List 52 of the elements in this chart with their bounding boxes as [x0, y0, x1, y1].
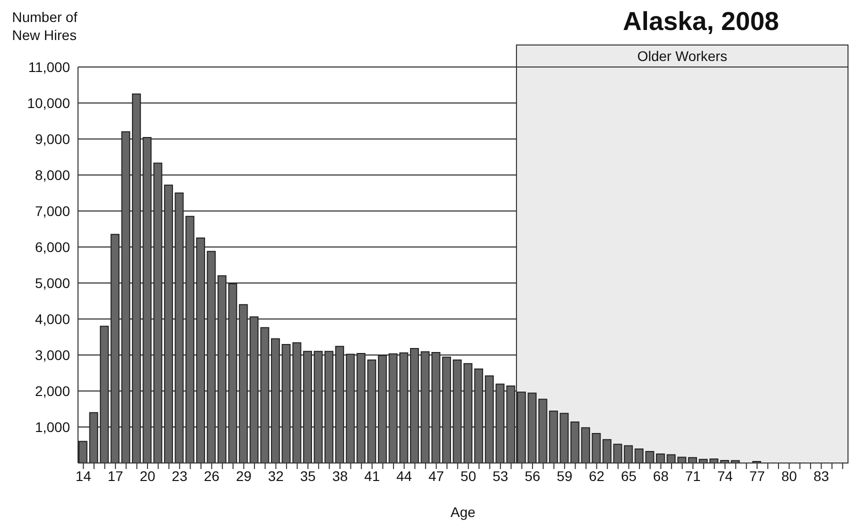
x-tick-label: 47: [428, 468, 444, 484]
bar: [560, 412, 569, 463]
y-tick-label: 2,000: [34, 382, 70, 399]
x-tick-label: 23: [172, 468, 188, 484]
bar: [121, 131, 130, 463]
y-tick-label: 7,000: [34, 202, 70, 219]
y-tick-label: 4,000: [34, 310, 70, 327]
x-tick-label: 77: [749, 468, 766, 484]
y-axis-title: Number of New Hires: [12, 8, 78, 44]
x-tick-label: 41: [364, 468, 380, 484]
x-tick-label: 53: [492, 468, 508, 484]
bar: [452, 360, 462, 463]
x-tick-label: 14: [76, 468, 92, 484]
x-tick-label: 20: [140, 468, 156, 484]
y-tick-label: 10,000: [27, 94, 70, 111]
x-tick-label: 59: [556, 468, 573, 484]
x-tick-label: 44: [396, 468, 412, 484]
bar: [730, 460, 740, 463]
bar: [592, 432, 601, 463]
x-tick-label: 71: [685, 468, 701, 484]
y-tick-label: 9,000: [34, 130, 70, 147]
x-tick-label: 80: [781, 468, 798, 484]
bar: [260, 327, 270, 463]
y-tick-label: 11,000: [28, 58, 70, 75]
x-tick-label: 17: [108, 468, 124, 484]
bar: [314, 350, 323, 463]
x-tick-label: 56: [524, 468, 541, 484]
y-tick-label: 5,000: [34, 274, 70, 291]
x-tick-label: 62: [588, 468, 605, 484]
x-tick-label: 50: [460, 468, 476, 484]
x-tick-label: 83: [813, 468, 830, 484]
x-tick-label: 38: [332, 468, 348, 484]
bar: [174, 192, 184, 463]
x-tick-label: 65: [620, 468, 637, 484]
bar: [399, 352, 408, 463]
chart-title: Alaska, 2008: [622, 6, 779, 37]
band-label: Older Workers: [637, 48, 728, 64]
x-tick-label: 32: [268, 468, 284, 484]
bar: [645, 450, 654, 463]
x-tick-label: 29: [236, 468, 252, 484]
bar: [506, 385, 516, 463]
x-axis-title: Age: [450, 504, 476, 520]
y-tick-label: 1,000: [34, 418, 70, 435]
bar: [367, 360, 376, 463]
x-tick-label: 35: [300, 468, 316, 484]
bar: [206, 250, 216, 463]
y-tick-label: 8,000: [34, 166, 70, 183]
x-tick-label: 74: [717, 468, 734, 484]
x-tick-label: 68: [653, 468, 669, 484]
y-tick-label: 6,000: [34, 238, 70, 255]
x-tick-label: 26: [204, 468, 220, 484]
y-tick-label: 3,000: [34, 346, 70, 363]
